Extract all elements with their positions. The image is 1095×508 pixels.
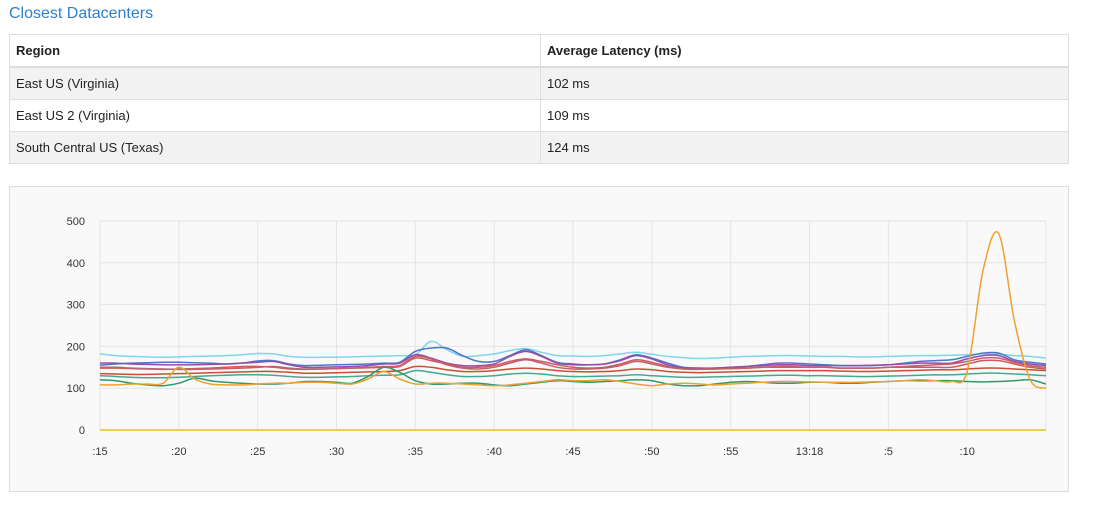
y-tick-label: 100 — [67, 383, 85, 395]
y-tick-label: 300 — [67, 300, 85, 312]
datacenters-table: Region Average Latency (ms) East US (Vir… — [9, 34, 1069, 164]
x-tick-label: :30 — [329, 446, 344, 458]
x-tick-label: :35 — [408, 446, 423, 458]
y-tick-label: 400 — [67, 258, 85, 270]
x-tick-label: :50 — [644, 446, 659, 458]
x-tick-label: :10 — [960, 446, 975, 458]
closest-datacenters-title[interactable]: Closest Datacenters — [9, 5, 154, 22]
x-tick-label: :5 — [884, 446, 893, 458]
latency-cell: 124 ms — [540, 131, 1069, 164]
table-row: East US (Virginia) 102 ms — [9, 66, 1069, 100]
x-tick-label: :55 — [723, 446, 738, 458]
series-line — [99, 340, 1047, 360]
y-tick-label: 200 — [67, 341, 85, 353]
region-cell: East US (Virginia) — [9, 66, 541, 100]
x-tick-label: :20 — [171, 446, 186, 458]
latency-cell: 102 ms — [540, 66, 1069, 100]
latency-line-chart[interactable]: 0 100 200 300 400 500 :15 :20 :25 :30 :35 :40 :45 :50… — [10, 187, 1068, 491]
x-tick-label: :15 — [92, 446, 107, 458]
x-tick-label: :40 — [487, 446, 502, 458]
region-header[interactable]: Region — [9, 34, 541, 68]
table-row: South Central US (Texas) 124 ms — [9, 131, 1069, 164]
y-tick-label: 0 — [79, 425, 85, 437]
series-line — [99, 350, 1047, 370]
region-cell: South Central US (Texas) — [9, 131, 541, 164]
latency-chart-panel: 0 100 200 300 400 500 :15 :20 :25 :30 :35 :40 :45 :50… — [9, 186, 1069, 492]
x-tick-label: 13:18 — [796, 446, 824, 458]
series-line — [99, 231, 1047, 389]
region-cell: East US 2 (Virginia) — [9, 99, 541, 132]
average-latency-header[interactable]: Average Latency (ms) — [540, 34, 1069, 68]
x-tick-label: :25 — [250, 446, 265, 458]
y-tick-label: 500 — [67, 216, 85, 228]
series-line — [99, 355, 1047, 371]
table-row: East US 2 (Virginia) 109 ms — [9, 99, 1069, 132]
table-header-row: Region Average Latency (ms) — [9, 34, 1069, 68]
series-line — [99, 365, 1047, 376]
x-tick-label: :45 — [565, 446, 580, 458]
latency-cell: 109 ms — [540, 99, 1069, 132]
series-line — [99, 369, 1047, 379]
